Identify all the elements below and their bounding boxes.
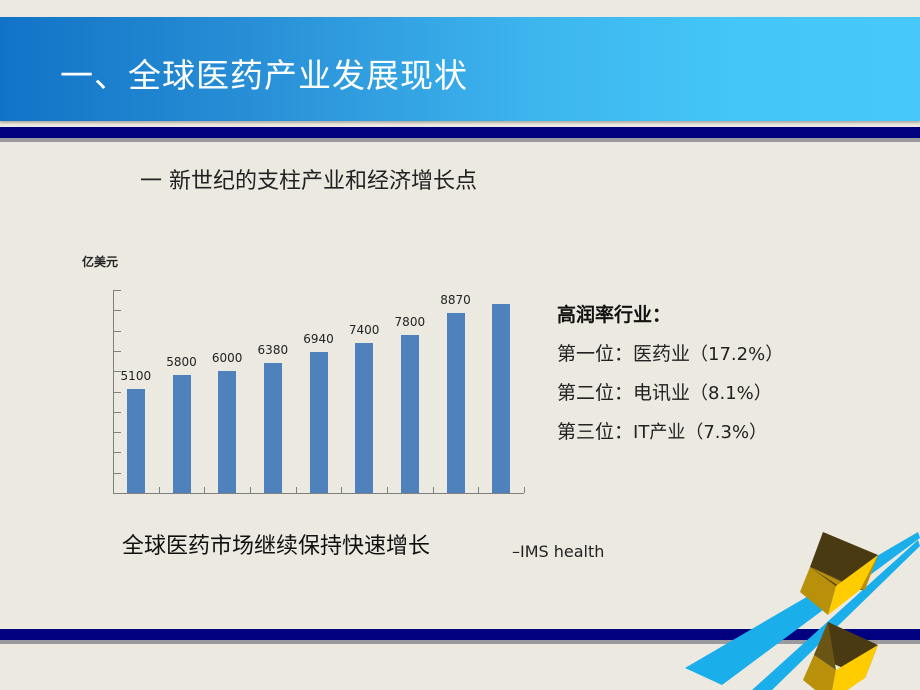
y-axis-tick	[113, 290, 121, 291]
y-axis-unit-label: 亿美元	[82, 255, 119, 269]
ranking-item: 第二位：电讯业（8.1%）	[557, 378, 783, 405]
chart-bar	[263, 363, 282, 493]
bottom-divider-shadow	[0, 640, 920, 644]
industry-value: （8.1%）	[690, 383, 772, 404]
title-banner: 一、全球医药产业发展现状	[0, 17, 920, 121]
x-axis	[113, 493, 524, 494]
bar-data-label: 6940	[303, 332, 334, 346]
bar-data-label: 5800	[166, 355, 197, 369]
x-axis-tick	[387, 487, 388, 493]
chart-bar	[126, 389, 145, 493]
source-attribution: –IMS health	[512, 542, 605, 561]
cube-icon	[800, 532, 878, 615]
y-axis-tick	[113, 411, 121, 413]
ribbon-shape	[752, 540, 920, 690]
chart-bar	[492, 304, 511, 493]
industry-value: （17.2%）	[690, 344, 784, 365]
chart-caption: 全球医药市场继续保持快速增长	[122, 534, 431, 559]
top-divider	[0, 127, 920, 138]
bottom-divider	[0, 629, 920, 640]
x-axis-tick	[295, 487, 297, 493]
rank-label: 第三位：	[557, 421, 634, 443]
high-margin-industries-panel: 高润率行业： 第一位：医药业（17.2%） 第二位：电讯业（8.1%） 第三位：…	[557, 300, 783, 456]
bar-data-label: 7400	[348, 323, 380, 337]
x-axis-tick	[204, 487, 206, 493]
bar-data-label: 7800	[394, 315, 426, 329]
decorative-cubes-graphic	[685, 532, 920, 690]
industry-name: IT产业	[633, 422, 686, 443]
chart-bar	[400, 335, 419, 493]
cube-icon	[803, 622, 878, 690]
bar-data-label: 8870	[440, 293, 471, 307]
top-divider-shadow	[0, 138, 920, 142]
chart-bar	[446, 313, 465, 493]
y-axis-tick	[113, 493, 121, 494]
slide-subtitle: 一 新世纪的支柱产业和经济增长点	[140, 169, 477, 194]
y-axis-tick	[113, 432, 121, 434]
panel-heading: 高润率行业：	[557, 304, 672, 326]
x-axis-tick	[524, 487, 525, 493]
y-axis-tick	[113, 310, 121, 312]
rank-label: 第一位：	[557, 343, 634, 365]
y-axis-tick	[113, 350, 121, 352]
ribbon-shape	[685, 532, 920, 685]
chart-bar	[309, 352, 328, 493]
industry-name: 电讯业	[633, 382, 691, 404]
x-axis-tick	[158, 487, 160, 493]
industry-value: （7.3%）	[685, 422, 768, 443]
x-axis-tick	[341, 487, 343, 493]
bar-data-label: 6000	[211, 351, 243, 365]
chart-bar	[355, 343, 374, 493]
industry-name: 医药业	[633, 343, 691, 365]
slide-title: 一、全球医药产业发展现状	[60, 56, 468, 95]
chart-bar	[218, 371, 237, 493]
x-axis-tick	[432, 487, 434, 493]
chart-bar	[172, 375, 191, 493]
bar-data-label: 5100	[120, 369, 152, 383]
y-axis-tick	[113, 472, 121, 474]
bar-data-label: 6380	[257, 343, 289, 357]
ranking-item: 第一位：医药业（17.2%）	[557, 339, 783, 366]
x-axis-tick	[250, 487, 251, 493]
rank-label: 第二位：	[557, 382, 634, 404]
x-axis-tick	[478, 487, 480, 493]
y-axis-tick	[113, 452, 121, 454]
y-axis-tick	[113, 330, 121, 332]
ranking-item: 第三位：IT产业（7.3%）	[557, 417, 783, 444]
y-axis-tick	[113, 391, 121, 393]
bar-chart: 5100 5800 6000 6380 6940 7400 7800 8870	[0, 0, 540, 510]
y-axis-tick	[113, 371, 121, 373]
